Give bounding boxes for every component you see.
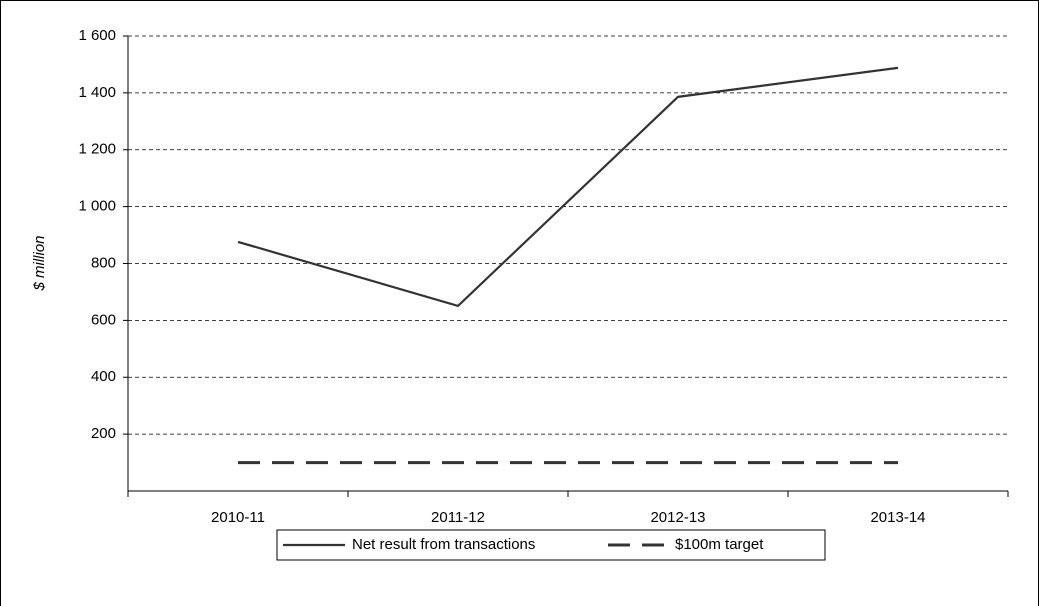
legend-box [276,529,826,561]
y-tick-label: 800 [91,254,116,271]
x-tick-label: 2011-12 [431,509,485,526]
x-tick-label: 2010-11 [211,509,265,526]
legend-label: Net result from transactions [352,536,535,553]
y-tick-label: 1 600 [78,27,116,44]
y-tick-label: 1 200 [78,141,116,158]
y-tick-label: 1 400 [78,84,116,101]
y-tick-label: 200 [91,425,116,442]
y-tick-label: 600 [91,311,116,328]
legend-label: $100m target [675,536,764,553]
y-tick-label: 400 [91,368,116,385]
x-tick-label: 2012-13 [650,509,705,526]
y-axis-label: $ million [31,235,48,291]
y-tick-label: 1 000 [78,198,116,215]
x-tick-label: 2013-14 [870,509,925,526]
series-line [237,66,899,308]
